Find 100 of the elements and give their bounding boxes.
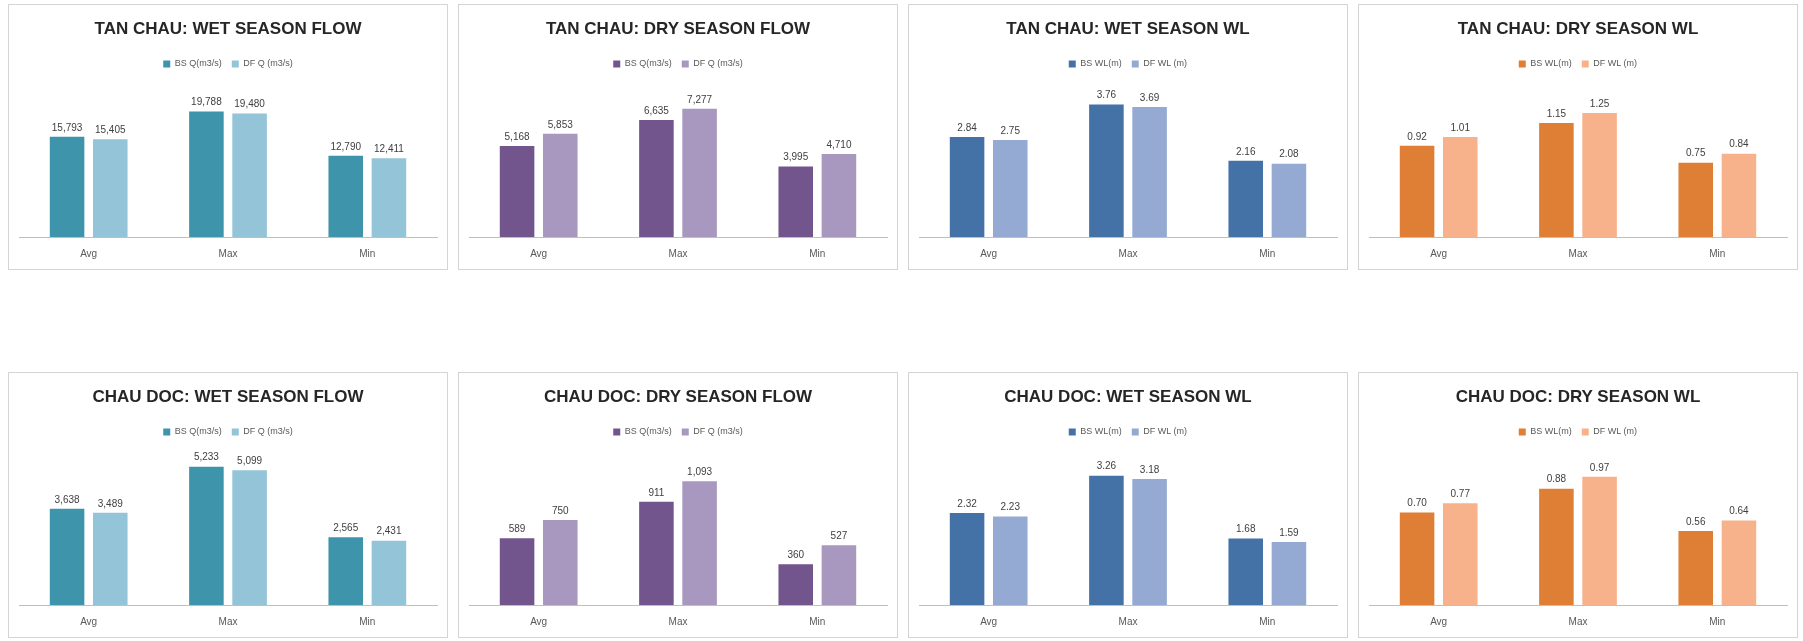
legend-label: DF WL (m) — [1593, 58, 1637, 69]
data-label: 5,233 — [193, 451, 220, 463]
bar — [778, 564, 814, 605]
bar — [49, 508, 85, 605]
data-label: 4,710 — [826, 138, 852, 150]
data-label: 3.69 — [1139, 91, 1160, 103]
legend-label: DF WL (m) — [1143, 58, 1187, 69]
bar — [232, 113, 267, 237]
data-label: 0.75 — [1686, 147, 1706, 159]
data-label: 19,788 — [191, 96, 223, 108]
data-label: 3.26 — [1096, 460, 1117, 472]
x-tick-label: Max — [668, 615, 688, 627]
data-label: 0.88 — [1546, 473, 1567, 485]
data-label: 0.77 — [1450, 487, 1471, 499]
chart-title: CHAU DOC: DRY SEASON FLOW — [543, 386, 814, 406]
chart-title: TAN CHAU: DRY SEASON FLOW — [545, 18, 812, 38]
bar — [328, 155, 364, 237]
x-tick-label: Max — [1118, 247, 1138, 259]
legend-label: DF Q (m3/s) — [693, 426, 743, 437]
bar — [821, 154, 857, 237]
data-label: 0.84 — [1729, 138, 1750, 150]
bar — [49, 136, 85, 237]
x-tick-label: Avg — [80, 247, 98, 259]
bar — [1271, 541, 1307, 605]
bar — [542, 520, 578, 605]
data-label: 12,411 — [374, 143, 405, 155]
data-label: 3,995 — [783, 151, 809, 163]
data-label: 2.08 — [1279, 148, 1300, 160]
bar — [1442, 503, 1478, 605]
data-label: 2.84 — [957, 121, 978, 133]
bar — [1089, 475, 1124, 605]
legend-label: BS Q(m3/s) — [174, 58, 222, 69]
bar — [1089, 104, 1124, 237]
data-label: 2.16 — [1236, 145, 1256, 157]
bar — [189, 466, 224, 605]
x-tick-label: Min — [809, 615, 826, 627]
data-label: 750 — [551, 504, 570, 516]
bar — [1539, 123, 1574, 237]
legend-label: DF Q (m3/s) — [243, 426, 293, 437]
bar — [992, 140, 1028, 237]
bar — [992, 516, 1028, 605]
data-label: 5,853 — [547, 118, 574, 130]
x-tick-label: Max — [1118, 615, 1138, 627]
data-label: 527 — [830, 530, 848, 542]
bar — [1399, 145, 1435, 237]
data-label: 0.64 — [1729, 505, 1750, 517]
data-label: 7,277 — [687, 93, 713, 105]
legend-label: DF Q (m3/s) — [243, 58, 293, 69]
data-label: 589 — [508, 523, 526, 535]
data-label: 2.32 — [957, 497, 978, 509]
x-tick-label: Avg — [980, 615, 998, 627]
x-tick-label: Avg — [80, 615, 98, 627]
bar — [682, 481, 717, 605]
bar — [1399, 512, 1435, 605]
bar — [371, 540, 407, 605]
data-label: 0.92 — [1407, 130, 1428, 142]
data-label: 911 — [648, 486, 665, 498]
x-tick-label: Max — [218, 615, 238, 627]
x-tick-label: Min — [1709, 615, 1726, 627]
bar — [778, 166, 814, 237]
bar — [1271, 163, 1307, 237]
bar — [1228, 160, 1264, 237]
bar — [189, 111, 224, 237]
data-label: 0.70 — [1407, 497, 1428, 509]
x-tick-label: Max — [668, 247, 688, 259]
x-tick-label: Max — [1568, 615, 1588, 627]
bar — [499, 145, 535, 237]
x-tick-label: Avg — [530, 615, 548, 627]
legend-label: DF WL (m) — [1143, 426, 1187, 437]
x-tick-label: Min — [359, 247, 376, 259]
x-tick-label: Min — [1259, 247, 1276, 259]
data-label: 6,635 — [643, 104, 670, 116]
bar — [92, 139, 128, 237]
x-tick-label: Avg — [1430, 615, 1448, 627]
data-label: 19,480 — [234, 98, 266, 110]
legend-label: BS Q(m3/s) — [624, 58, 672, 69]
x-tick-label: Avg — [980, 247, 998, 259]
data-label: 1,093 — [687, 465, 713, 477]
bar — [499, 538, 535, 605]
bar — [371, 158, 407, 237]
legend-label: BS WL(m) — [1080, 426, 1122, 437]
bar — [542, 133, 578, 237]
x-tick-label: Min — [1709, 247, 1726, 259]
data-label: 3.18 — [1139, 463, 1160, 475]
data-label: 1.68 — [1236, 523, 1256, 535]
bar — [1132, 478, 1167, 605]
bar — [949, 136, 985, 237]
legend-label: BS WL(m) — [1530, 58, 1572, 69]
bar — [1228, 538, 1264, 605]
data-label: 0.97 — [1589, 461, 1610, 473]
data-label: 1.25 — [1589, 97, 1610, 109]
data-label: 1.59 — [1279, 526, 1300, 538]
x-tick-label: Avg — [1430, 247, 1448, 259]
legend-label: BS Q(m3/s) — [174, 426, 222, 437]
legend-label: DF Q (m3/s) — [693, 58, 743, 69]
chart-title: CHAU DOC: WET SEASON WL — [1004, 386, 1252, 406]
bar — [639, 501, 674, 605]
x-tick-label: Min — [809, 247, 826, 259]
bar — [1721, 153, 1757, 237]
legend-label: BS WL(m) — [1530, 426, 1572, 437]
